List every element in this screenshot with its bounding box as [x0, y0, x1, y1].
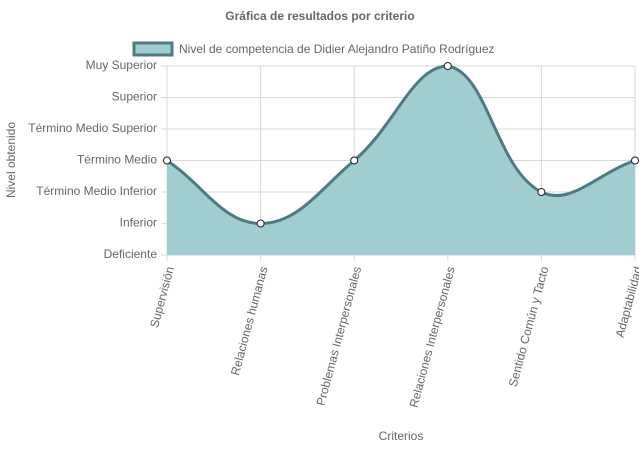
x-tick-label: Relaciones humanas — [228, 265, 271, 377]
point — [537, 188, 546, 196]
legend-label: Nivel de competencia de Didier Alejandro… — [179, 42, 495, 56]
area-fill — [167, 66, 635, 255]
chart-title: Gráfica de resultados por criterio — [225, 9, 414, 23]
x-tick-label: Relaciones Interpersonales — [407, 265, 458, 409]
legend-swatch — [132, 41, 174, 57]
y-tick-label: Inferior — [120, 216, 157, 230]
x-tick-label: Adaptabilidad — [613, 265, 639, 339]
y-tick-label: Término Medio Superior — [28, 121, 157, 135]
y-tick-label: Superior — [112, 90, 157, 104]
y-axis-title: Nivel obtenido — [4, 122, 18, 198]
x-tick-label: Problemas Interpersonales — [314, 265, 365, 407]
y-tick-label: Deficiente — [104, 247, 158, 261]
y-tick-label: Término Medio — [77, 153, 157, 167]
point — [256, 219, 265, 228]
x-axis-title: Criterios — [379, 429, 424, 443]
point — [350, 156, 359, 165]
point — [443, 62, 452, 70]
y-tick-label: Término Medio Inferior — [36, 184, 157, 198]
y-tick-label: Muy Superior — [86, 58, 157, 72]
x-tick-label: Sentido Común y Tacto — [506, 265, 552, 389]
point — [163, 156, 171, 165]
x-tick-label: Supervisión — [147, 265, 177, 329]
point — [631, 156, 639, 165]
